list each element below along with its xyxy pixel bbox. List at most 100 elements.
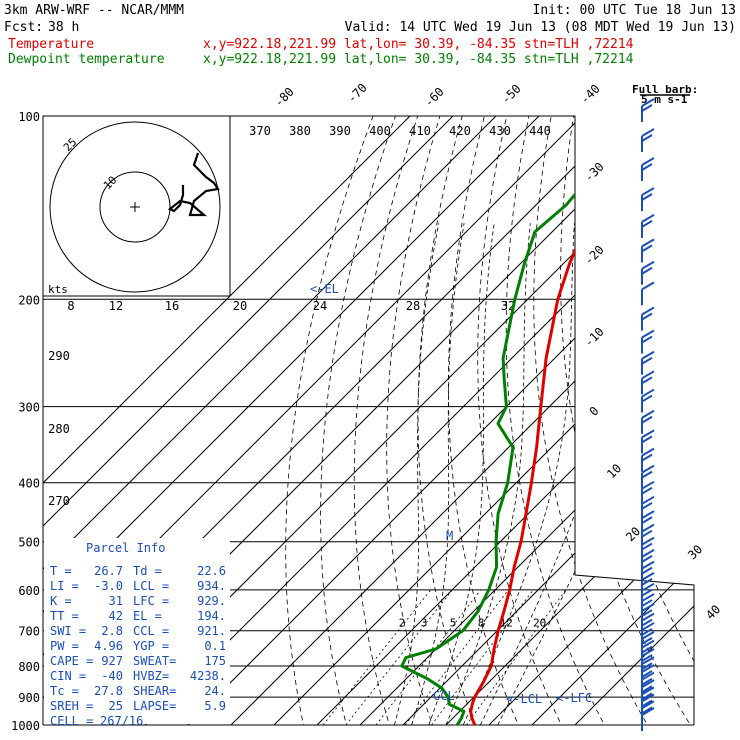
parcel-value-left: -40 (101, 669, 123, 683)
parcel-info-title: Parcel Info (86, 541, 165, 555)
pressure-label: 600 (18, 584, 40, 598)
dry-adiabat-line (285, 116, 374, 725)
legend-dewpoint-info: x,y=922.18,221.99 lat,lon= 30.39, -84.35… (203, 52, 634, 67)
wind-barb (641, 388, 655, 413)
parcel-info-box: Parcel Info T = 26.7 Td = 22.6 LI = -3.0 LCL =… (44, 538, 230, 728)
parcel-key-left: T = (50, 564, 72, 578)
forecast-label: Fcst: (4, 20, 43, 35)
wind-barb (641, 510, 655, 535)
mixing-ratio-line (322, 589, 432, 725)
parcel-key-left: TT = (50, 609, 79, 623)
theta-side-label: 290 (48, 349, 70, 363)
dry-adiabat-line (683, 116, 694, 725)
moist-adiabat-label: 12 (109, 299, 123, 313)
valid-time: Valid: 14 UTC Wed 19 Jun 13 (08 MDT Wed … (345, 20, 736, 35)
isotherm-line (475, 116, 694, 725)
parcel-key-right: SWEAT= (133, 654, 176, 668)
wind-barb (641, 447, 655, 472)
parcel-value-left: 927 (101, 654, 123, 668)
parcel-key-right: CCL = (133, 624, 169, 638)
level-marker-m: M (446, 529, 453, 543)
isotherm-line (432, 116, 694, 725)
wind-barb (641, 260, 655, 285)
pressure-label: 700 (18, 625, 40, 639)
legend-dewpoint-name: Dewpoint temperature (8, 52, 165, 67)
parcel-key-right: EL = (133, 609, 162, 623)
level-markers: <-EL <-LFC <-LCL CCL M (310, 282, 592, 706)
parcel-cell-value: 267/16 (100, 714, 143, 728)
dry-adiabat-line (636, 116, 694, 725)
parcel-value-right: 0.1 (204, 639, 226, 653)
sounding-series (400, 116, 665, 725)
isotherm-line (389, 116, 694, 725)
model-title: 3km ARW-WRF -- NCAR/MMM (4, 3, 184, 18)
wind-barb (641, 98, 655, 122)
legend-temperature-info: x,y=922.18,221.99 lat,lon= 30.39, -84.35… (203, 37, 634, 52)
pressure-label: 1000 (11, 719, 40, 733)
moist-adiabat-line (428, 223, 495, 725)
wind-barb (641, 238, 655, 263)
pressure-label: 500 (18, 536, 40, 550)
moist-adiabat-label: 24 (313, 299, 327, 313)
dry-adiabat-line (447, 116, 525, 725)
isotherm-line (303, 116, 694, 725)
pressure-label: 200 (18, 293, 40, 307)
isotherm-line (217, 116, 694, 725)
parcel-value-right: 24. (204, 684, 226, 698)
level-marker: <-LFC (556, 691, 592, 705)
wind-barb (641, 214, 655, 238)
parcel-value-left: -3.0 (94, 579, 123, 593)
dewpoint-line (400, 116, 644, 725)
dry-adiabat-line (477, 116, 569, 725)
moist-adiabat-line (394, 223, 440, 725)
moist-adiabat-label: 28 (406, 299, 420, 313)
parcel-value-left: 4.96 (94, 639, 123, 653)
wind-barb (641, 523, 655, 548)
parcel-value-left: 2.8 (101, 624, 123, 638)
parcel-key-right: LCL = (133, 579, 169, 593)
isotherm-line (43, 116, 510, 725)
moist-adiabat-label: 8 (67, 299, 74, 313)
wind-barb (641, 187, 655, 211)
theta-side-label: 280 (48, 422, 70, 436)
temperature-line (469, 116, 665, 725)
wind-barb (641, 128, 655, 152)
parcel-value-left: 27.8 (94, 684, 123, 698)
isotherm-label: -10 (582, 325, 607, 350)
wind-barbs (641, 98, 655, 731)
dry-adiabat-line (386, 116, 441, 725)
dry-adiabat-line (505, 116, 612, 725)
moist-adiabat-label: 16 (165, 299, 179, 313)
theta-label: 390 (329, 124, 351, 138)
isotherm-label: -50 (499, 82, 524, 107)
moist-adiabat-line (411, 223, 465, 725)
mixing-ratio-label: 3 (421, 617, 428, 630)
mixing-ratio-label: 12 (500, 617, 513, 630)
isotherm-line (518, 116, 694, 725)
parcel-key-right: Td = (133, 564, 162, 578)
parcel-key-right: YGP = (133, 639, 169, 653)
isotherm-label: -80 (272, 85, 297, 110)
pressure-label: 800 (18, 660, 40, 674)
parcel-value-left: 26.7 (94, 564, 123, 578)
wind-barb (641, 157, 655, 182)
isotherm-label: -20 (582, 243, 607, 268)
barb-key-line1: Full barb: (632, 83, 698, 96)
forecast-hour: 38 h (48, 20, 79, 35)
theta-label: 420 (449, 124, 471, 138)
isotherm-label: 10 (604, 461, 624, 481)
hodograph-trace (167, 152, 220, 217)
legend-temperature-name: Temperature (8, 37, 94, 52)
parcel-value-left: 42 (109, 609, 123, 623)
isotherm-label: -70 (345, 81, 370, 106)
mixing-ratio-label: 8 (478, 617, 485, 630)
parcel-value-right: 4238. (190, 669, 226, 683)
dry-adiabat-line (533, 116, 656, 725)
isotherm-line (174, 116, 694, 725)
parcel-key-left: PW = (50, 639, 79, 653)
parcel-key-left: CIN = (50, 669, 86, 683)
level-marker: CCL (433, 689, 455, 703)
hodograph-ring-inner (99, 171, 171, 243)
parcel-value-right: 934. (197, 579, 226, 593)
wind-barb (641, 350, 655, 375)
